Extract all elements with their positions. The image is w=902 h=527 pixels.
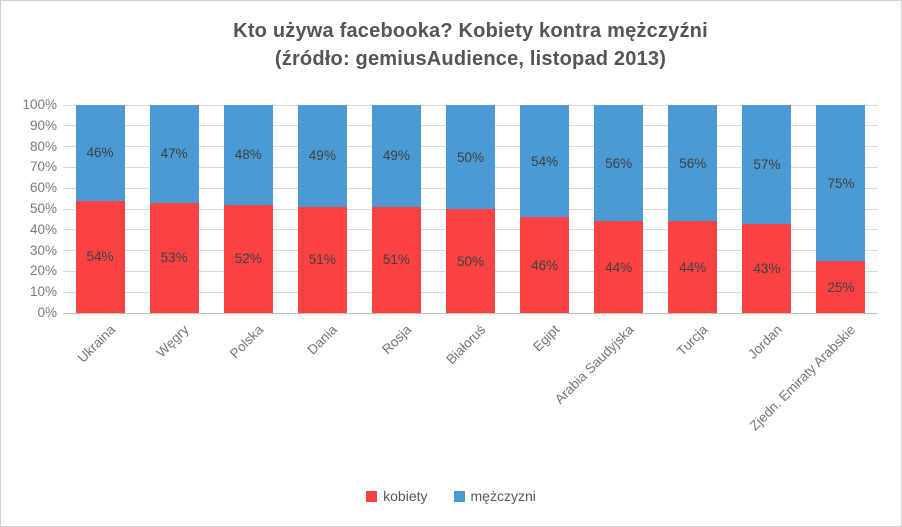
chart-title-block: Kto używa facebooka? Kobiety kontra mężc… [63,17,878,73]
y-tick-label: 90% [29,117,57,133]
bar-segment-mężczyzni [149,105,199,203]
bar-segment-mężczyzni [223,105,273,205]
bar-column: 50% 50% [446,105,495,313]
data-label: 56% [605,155,633,171]
x-axis-label: Białoruś [443,322,489,368]
y-tick-label: 0% [37,305,57,320]
x-axis-label: Turcja [673,322,711,359]
data-label: 57% [753,156,781,172]
x-axis-label: Polska [226,322,266,362]
bar-segment-kobiety [297,206,347,313]
chart-subtitle: (źródło: gemiusAudience, listopad 2013) [274,48,667,70]
data-label: 54% [531,153,559,169]
x-axis-label: Jordan [744,322,785,362]
bar-segment-kobiety [742,223,792,313]
bar-segment-kobiety [594,221,644,313]
bar-column: 53% 47% [149,105,199,313]
legend-swatch-icon [453,490,465,502]
data-label: 75% [827,175,855,191]
legend-label: kobiety [383,488,428,504]
x-axis-label: Ukraina [74,322,118,366]
bar-segment-mężczyzni [816,105,866,261]
x-axis-label: Arabia Saudyjska [551,322,637,407]
bar-column: 43% 57% [742,105,792,313]
y-tick-label: 70% [29,159,57,175]
bar-column: 52% 48% [223,105,273,313]
bar-column: 44% 56% [668,105,718,313]
data-label: 46% [531,257,559,273]
bar-segment-kobiety [816,261,866,313]
legend-item-kobiety: kobiety [366,488,428,504]
bar-segment-kobiety [668,221,718,313]
bar-segment-mężczyzni [594,105,644,222]
bar-column: 44% 56% [594,105,644,313]
data-label: 54% [86,249,114,265]
data-label: 44% [605,259,633,275]
bar-column: 54% 46% [75,105,125,313]
data-label: 49% [382,148,410,164]
data-label: 51% [308,252,336,268]
bar-segment-kobiety [520,217,570,313]
data-label: 25% [827,279,855,295]
bar-segment-mężczyzni [520,105,570,218]
y-tick-label: 80% [29,138,57,154]
chart-title: Kto używa facebooka? Kobiety kontra mężc… [233,20,708,42]
data-label: 49% [308,148,336,164]
x-axis-label: Dania [304,322,340,358]
data-label: 56% [679,155,707,171]
x-axis-label: Rosja [379,322,415,358]
data-label: 50% [456,253,485,269]
bar-column: 51% 49% [297,105,347,313]
bar-segment-mężczyzni [75,105,125,201]
y-tick-label: 100% [22,97,57,112]
y-tick-label: 20% [29,263,57,279]
bar-segment-kobiety [75,200,125,313]
bar-column: 25% 75% [816,105,866,313]
plot-area: 54% 46% 53% 47% 52% 48% 51% 49% 51% 49% 50% 50% 46% 5… [63,104,878,314]
y-tick-label: 30% [29,242,57,258]
data-label: 50% [456,149,485,165]
bar-segment-mężczyzni [297,105,347,207]
legend: kobiety mężczyzni [1,488,901,504]
data-label: 51% [382,252,410,268]
data-label: 46% [86,145,114,161]
bar-segment-kobiety [149,202,199,313]
legend-swatch-icon [366,490,378,502]
y-tick-label: 60% [29,180,57,196]
bar-segment-mężczyzni [668,105,718,222]
y-tick-label: 50% [29,201,57,216]
bar-segment-mężczyzni [446,105,495,209]
y-tick-label: 10% [29,284,57,300]
data-label: 47% [160,146,188,162]
data-label: 53% [160,250,188,266]
data-label: 43% [753,260,781,276]
data-label: 52% [234,251,262,267]
bar-segment-kobiety [223,204,273,313]
x-axis-label: Egipt [529,322,563,355]
x-axis-line [63,313,878,314]
legend-label: mężczyzni [470,488,536,504]
bar-column: 46% 54% [520,105,570,313]
data-label: 44% [679,259,707,275]
bar-segment-mężczyzni [371,105,421,207]
y-tick-label: 40% [29,221,57,237]
x-axis-label: Węgry [153,322,192,361]
bar-column: 51% 49% [371,105,421,313]
bar-segment-kobiety [371,206,421,313]
legend-item-mężczyzni: mężczyzni [453,488,536,504]
bar-segment-kobiety [446,209,495,313]
bar-segment-mężczyzni [742,105,792,224]
data-label: 48% [234,147,262,163]
